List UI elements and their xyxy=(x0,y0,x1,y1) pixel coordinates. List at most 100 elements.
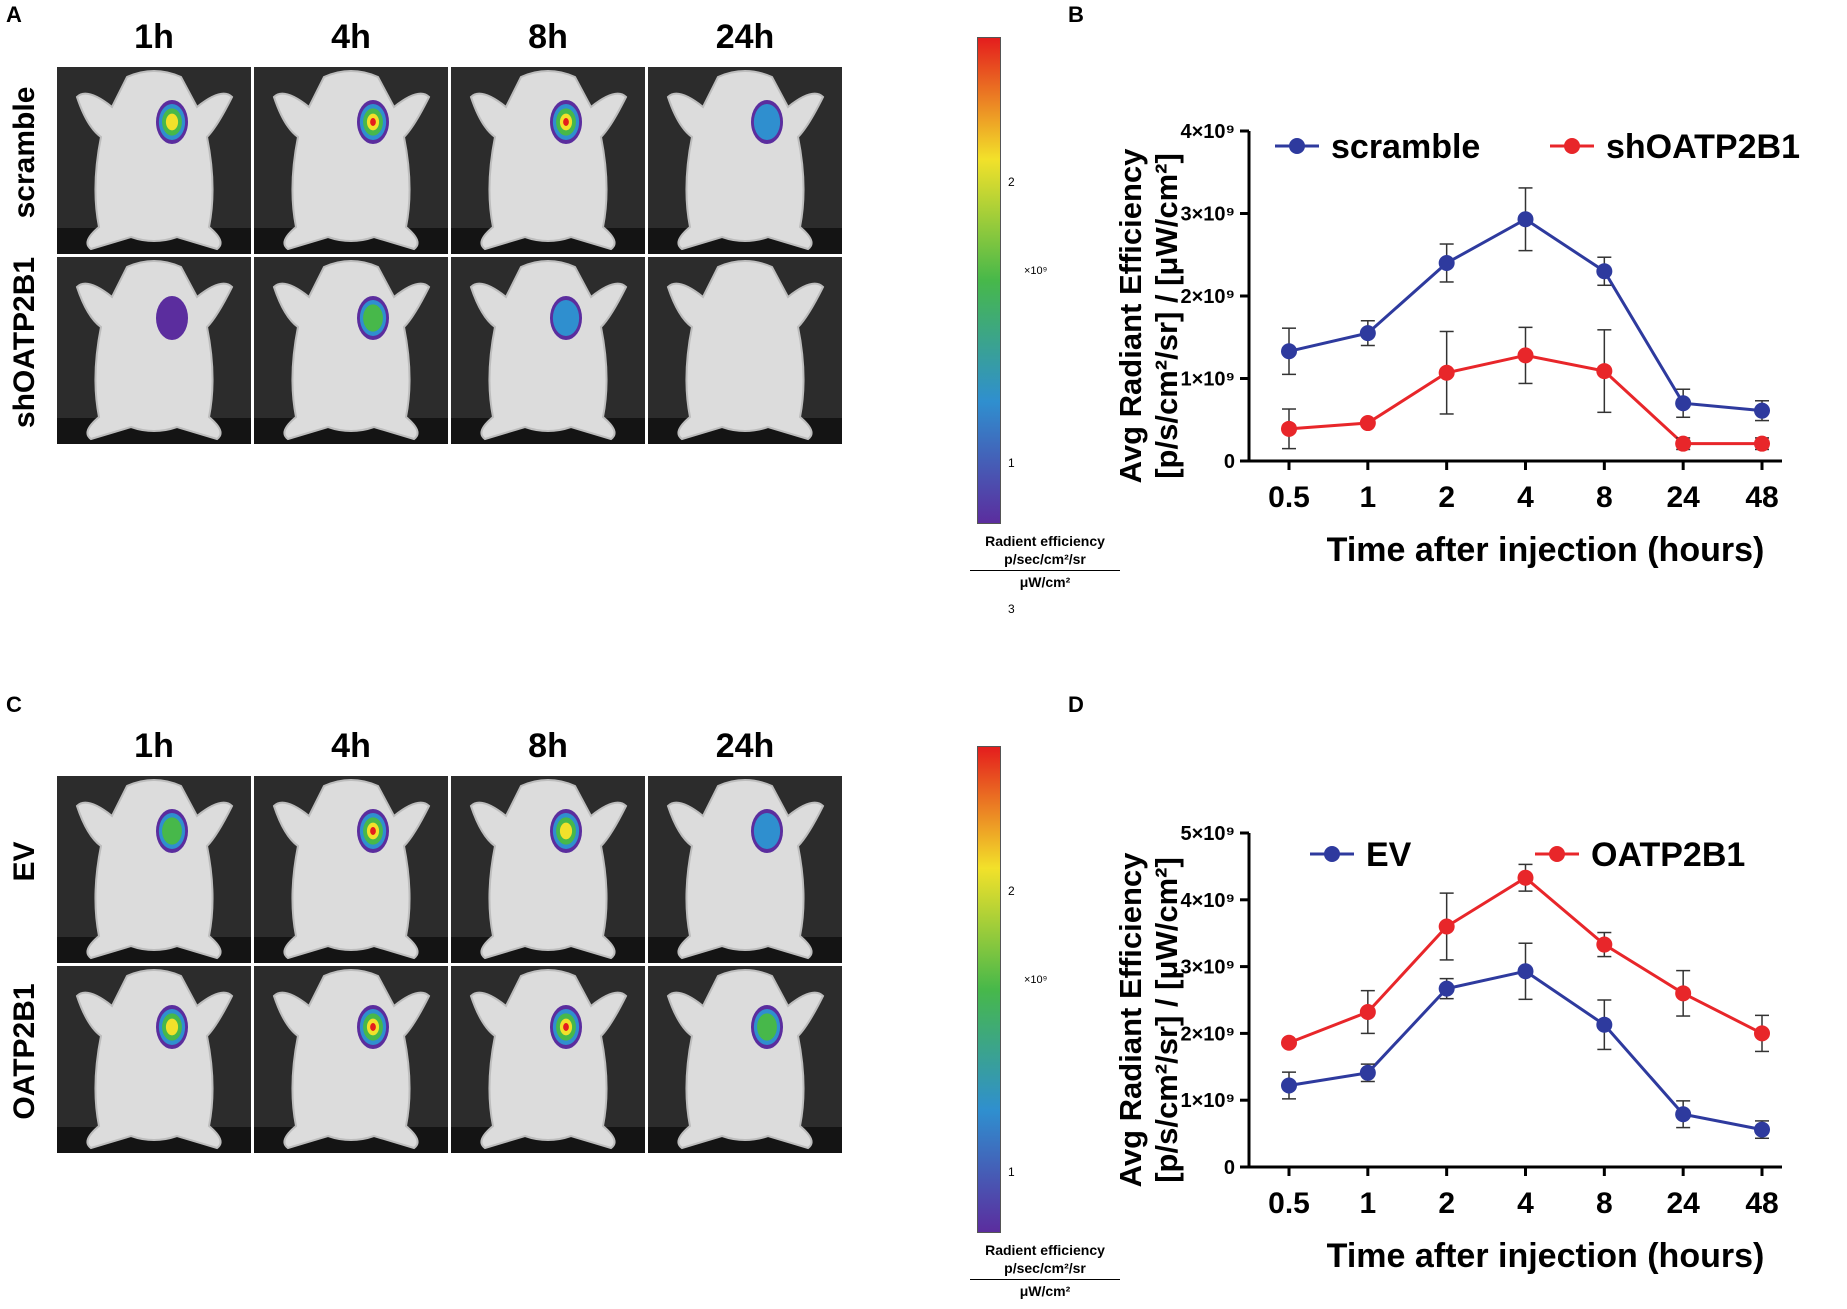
mouse-body xyxy=(75,779,234,960)
mouse-silhouette xyxy=(75,260,234,441)
mouse-silhouette xyxy=(666,70,825,251)
colorbar xyxy=(977,746,1001,1233)
y-tick-label: 3×10⁹ xyxy=(1180,957,1235,979)
timepoint-label: 24h xyxy=(715,18,775,56)
data-point xyxy=(1517,963,1534,980)
panel-letter-b: B xyxy=(1068,2,1084,27)
colorbar-tick-label: 1 xyxy=(1008,1164,1015,1179)
data-point xyxy=(1438,364,1455,381)
fluorescence-signal xyxy=(559,822,573,840)
x-tick-label: 0.5 xyxy=(1268,481,1310,514)
data-point xyxy=(1281,1034,1297,1051)
mouse-image-cell xyxy=(648,966,842,1153)
colorbar-caption-numerator: p/sec/cm²/sr xyxy=(1004,551,1086,567)
legend-marker xyxy=(1289,138,1305,154)
data-point xyxy=(1596,263,1613,280)
colorbar-caption-rule xyxy=(970,570,1120,571)
mouse-body xyxy=(469,779,628,960)
colorbar-exponent: ×10⁹ xyxy=(1024,264,1048,277)
y-tick-label: 5×10⁹ xyxy=(1180,823,1235,845)
mouse-body xyxy=(469,260,628,441)
data-point xyxy=(1281,1077,1297,1094)
fluorescence-signal xyxy=(162,817,182,845)
timepoint-label: 4h xyxy=(331,727,371,765)
y-axis-label: Avg Radiant Efficiency xyxy=(1113,148,1148,484)
y-tick-label: 2×10⁹ xyxy=(1180,286,1235,308)
fluorescence-signal xyxy=(753,103,781,141)
mouse-image-cell xyxy=(254,67,448,254)
fluorescence-signal xyxy=(165,1018,179,1036)
data-point xyxy=(1596,363,1613,380)
fluorescence-signal xyxy=(563,118,569,126)
mouse-image-cell xyxy=(57,67,251,254)
data-point xyxy=(1359,1004,1376,1021)
data-point xyxy=(1675,435,1692,452)
mouse-silhouette xyxy=(666,779,825,960)
mouse-silhouette xyxy=(666,260,825,441)
mouse-image-cell xyxy=(254,966,448,1153)
colorbar-caption-title: Radient efficiency xyxy=(985,1242,1105,1258)
x-tick-label: 2 xyxy=(1438,481,1455,514)
colorbar-tick-label: 2 xyxy=(1008,883,1015,898)
data-point xyxy=(1517,211,1534,228)
mouse-silhouette xyxy=(272,70,431,251)
colorbar-caption-rule xyxy=(970,1279,1120,1280)
y-tick-label: 0 xyxy=(1224,451,1235,473)
timepoint-label: 24h xyxy=(715,727,775,765)
mouse-image-cell xyxy=(57,966,251,1153)
mouse-body xyxy=(469,969,628,1150)
timepoint-label: 1h xyxy=(134,18,174,56)
y-tick-label: 1×10⁹ xyxy=(1180,369,1235,391)
colorbar-caption: Radient efficiency p/sec/cm²/sr μW/cm² xyxy=(970,532,1120,591)
data-point xyxy=(1754,435,1770,452)
legend-label: scramble xyxy=(1331,128,1480,166)
mouse-body xyxy=(272,969,431,1150)
mouse-image-cell xyxy=(648,257,842,444)
mouse-silhouette xyxy=(272,260,431,441)
colorbar-tick-label: 2 xyxy=(1008,174,1015,189)
colorbar-caption-numerator: p/sec/cm²/sr xyxy=(1004,1260,1086,1276)
x-tick-label: 24 xyxy=(1666,1187,1700,1220)
row-label: scramble xyxy=(8,86,41,219)
fluorescence-signal xyxy=(563,1023,569,1031)
mouse-body xyxy=(666,260,825,441)
mouse-image-cell xyxy=(451,966,645,1153)
mouse-body xyxy=(75,969,234,1150)
data-point xyxy=(1675,1106,1692,1123)
x-tick-label: 1 xyxy=(1359,481,1376,514)
data-point xyxy=(1438,255,1455,271)
x-tick-label: 8 xyxy=(1596,1187,1613,1220)
panel-letter-a: A xyxy=(6,2,22,27)
mouse-silhouette xyxy=(75,779,234,960)
colorbar-tick-label: 1 xyxy=(1008,455,1015,470)
timepoint-label: 1h xyxy=(134,727,174,765)
data-point xyxy=(1754,1025,1770,1042)
data-point xyxy=(1754,1121,1770,1138)
y-tick-label: 4×10⁹ xyxy=(1180,890,1235,912)
data-point xyxy=(1359,1064,1376,1081)
legend-label: OATP2B1 xyxy=(1591,836,1745,874)
panel-letter-d: D xyxy=(1068,692,1084,717)
fluorescence-signal xyxy=(156,296,188,340)
data-point xyxy=(1438,918,1455,935)
data-point xyxy=(1675,395,1692,412)
x-tick-label: 8 xyxy=(1596,481,1613,514)
row-label: OATP2B1 xyxy=(8,983,41,1120)
fluorescence-signal xyxy=(552,299,580,337)
mouse-silhouette xyxy=(469,70,628,251)
data-point xyxy=(1596,1016,1613,1033)
y-tick-label: 4×10⁹ xyxy=(1180,121,1235,143)
mouse-silhouette xyxy=(75,969,234,1150)
x-axis-label: Time after injection (hours) xyxy=(1327,1237,1765,1275)
mouse-body xyxy=(666,70,825,251)
x-tick-label: 48 xyxy=(1745,1187,1778,1220)
timepoint-label: 4h xyxy=(331,18,371,56)
mouse-image-cell xyxy=(648,67,842,254)
fluorescence-signal xyxy=(370,118,376,126)
y-tick-label: 2×10⁹ xyxy=(1180,1023,1235,1045)
x-tick-label: 0.5 xyxy=(1268,1187,1310,1220)
data-point xyxy=(1675,985,1692,1002)
legend-label: shOATP2B1 xyxy=(1606,128,1800,166)
